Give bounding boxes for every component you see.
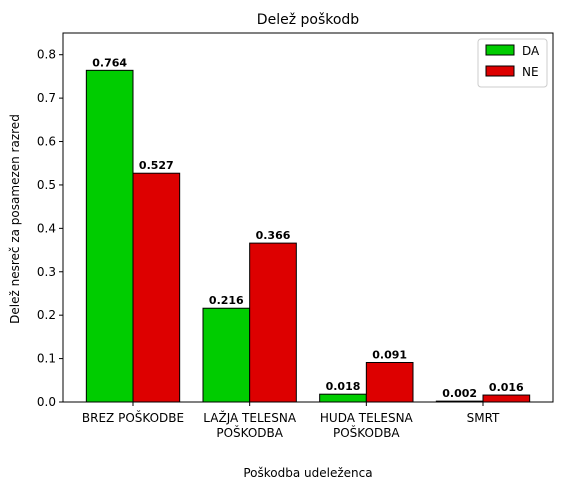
y-tick-label: 0.6 bbox=[37, 135, 56, 149]
bar-ne-2 bbox=[365, 361, 414, 403]
bar-ne-3 bbox=[482, 394, 531, 403]
x-tick-label: BREZ POŠKODBE bbox=[82, 410, 184, 425]
y-tick-label: 0.1 bbox=[37, 352, 56, 366]
y-axis-label: Delež nesreč za posamezen razred bbox=[8, 114, 22, 324]
data-label: 0.018 bbox=[326, 380, 361, 393]
chart-title: Delež poškodb bbox=[257, 12, 360, 28]
axes-frame bbox=[62, 32, 554, 403]
plot-area: 0.764 0.216 0.018 0.002 0.527 0.366 0.091 0.016… bbox=[37, 32, 554, 440]
y-tick-label: 0.8 bbox=[37, 48, 56, 62]
bar-ne-1 bbox=[249, 242, 297, 403]
data-label: 0.016 bbox=[489, 381, 524, 394]
data-label: 0.527 bbox=[139, 159, 174, 172]
data-label: 0.091 bbox=[372, 348, 407, 361]
bar-ne-0 bbox=[132, 172, 181, 403]
y-tick-label: 0.3 bbox=[37, 265, 56, 279]
y-tick-label: 0.5 bbox=[37, 178, 56, 192]
x-tick-label: HUDA TELESNA POŠKODBA bbox=[320, 411, 414, 440]
y-tick-label: 0.2 bbox=[37, 308, 56, 322]
legend-label-da: DA bbox=[522, 44, 540, 58]
x-axis-label: Poškodba udeleženca bbox=[243, 466, 372, 480]
data-label: 0.002 bbox=[442, 387, 477, 400]
y-tick-label: 0.4 bbox=[37, 221, 56, 235]
bar-da-1 bbox=[202, 307, 251, 403]
y-tick-label: 0.0 bbox=[37, 395, 56, 409]
legend-swatch-da bbox=[485, 44, 515, 56]
data-label: 0.764 bbox=[92, 56, 127, 69]
bar-da-2 bbox=[319, 393, 367, 403]
x-tick-label: SMRT bbox=[467, 411, 500, 425]
legend: DA NE bbox=[477, 38, 548, 88]
legend-label-ne: NE bbox=[522, 65, 539, 79]
data-label: 0.366 bbox=[256, 229, 291, 242]
y-tick-label: 0.7 bbox=[37, 91, 56, 105]
bar-da-0 bbox=[85, 69, 134, 403]
legend-swatch-ne bbox=[485, 65, 515, 77]
data-label: 0.216 bbox=[209, 294, 244, 307]
x-tick-label: LAŽJA TELESNA POŠKODBA bbox=[203, 410, 297, 440]
